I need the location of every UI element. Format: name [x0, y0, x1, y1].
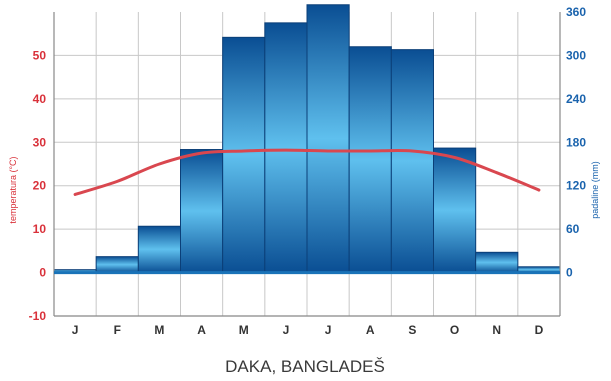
y-tick-label-left: 40 [33, 92, 47, 106]
y-tick-label-left: 20 [33, 179, 47, 193]
x-tick-label: J [283, 323, 290, 337]
precipitation-bar [180, 149, 224, 274]
precipitation-bar [222, 36, 266, 274]
x-tick-label: M [239, 323, 249, 337]
y-tick-label-right: 240 [566, 92, 586, 106]
x-tick-label: J [325, 323, 332, 337]
chart-title: DAKA, BANGLADEŠ [225, 357, 385, 376]
precipitation-bar [264, 22, 308, 274]
y-tick-label-left: -10 [29, 309, 47, 323]
x-tick-label: O [450, 323, 459, 337]
x-tick-label: D [535, 323, 544, 337]
temperature-line [73, 148, 541, 196]
precipitation-bar [475, 251, 519, 274]
y-tick-label-left: 0 [39, 266, 46, 280]
x-tick-label: M [154, 323, 164, 337]
precipitation-bar [137, 225, 181, 274]
y-tick-label-right: 0 [566, 266, 573, 280]
x-tick-label: F [114, 323, 121, 337]
y-tick-label-right: 300 [566, 48, 586, 62]
precipitation-bar [433, 147, 477, 274]
y-tick-label-right: 360 [566, 5, 586, 19]
y-tick-label-left: 50 [33, 48, 47, 62]
precipitation-bar [390, 49, 435, 274]
y-tick-label-right: 120 [566, 179, 586, 193]
x-tick-label: J [72, 323, 79, 337]
y-tick-label-left: 10 [33, 222, 47, 236]
y-tick-label-right: 60 [566, 222, 580, 236]
x-tick-label: N [492, 323, 501, 337]
precipitation-bars [53, 4, 561, 274]
tick-labels: -10 0 10 20 30 40 50 0 60 120 180 240 300 360 J F M A M J J A… [29, 5, 587, 337]
y-tick-label-right: 180 [566, 135, 586, 149]
y-tick-label-left: 30 [33, 135, 47, 149]
precipitation-bar [348, 46, 392, 274]
x-tick-label: A [366, 323, 375, 337]
y-axis-title-right: padaline (mm) [590, 161, 600, 219]
axes [53, 12, 561, 317]
temperature-line-group [73, 148, 541, 196]
precipitation-bar [95, 256, 139, 274]
x-tick-label: A [197, 323, 206, 337]
x-tick-label: S [408, 323, 416, 337]
y-axis-title-left: temperatura (°C) [8, 156, 18, 223]
precipitation-bar [306, 4, 350, 274]
